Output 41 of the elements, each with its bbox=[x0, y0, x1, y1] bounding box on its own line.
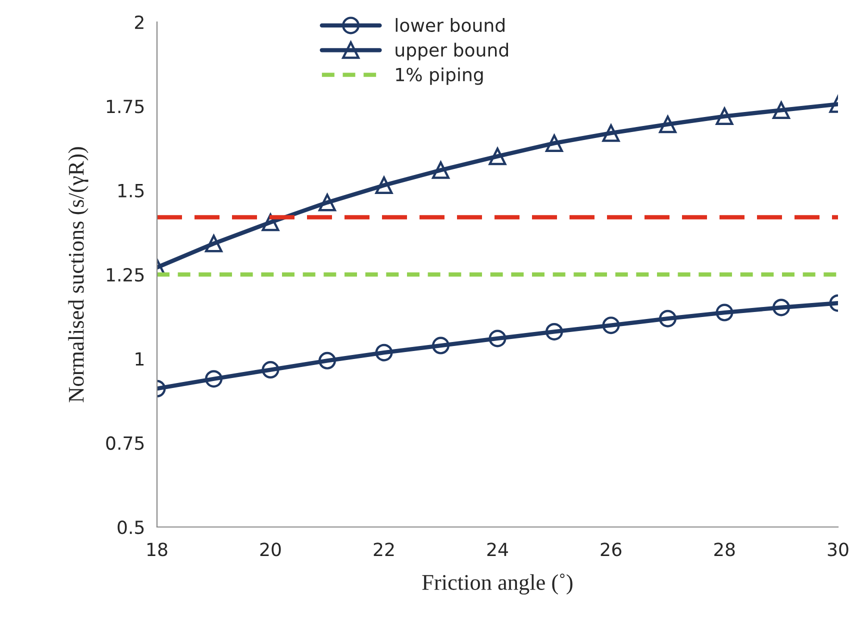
point bbox=[716, 304, 734, 322]
x-tick-label: 26 bbox=[600, 542, 622, 556]
point bbox=[659, 310, 676, 328]
point bbox=[488, 330, 506, 348]
point bbox=[546, 322, 563, 340]
y-tick-label: 0.75 bbox=[106, 436, 144, 450]
x-tick-label: 20 bbox=[260, 542, 281, 556]
legend-label: lower bound bbox=[396, 18, 504, 32]
point bbox=[772, 101, 790, 119]
y-tick-label: 2 bbox=[135, 15, 144, 29]
x-axis-title: Friction angle (˚) bbox=[422, 574, 572, 595]
point bbox=[546, 134, 563, 152]
point bbox=[205, 234, 222, 252]
point bbox=[205, 370, 222, 388]
y-tick-label: 1.25 bbox=[106, 268, 144, 282]
point bbox=[772, 298, 790, 316]
point bbox=[602, 316, 620, 334]
point bbox=[716, 108, 734, 126]
x-tick-label: 24 bbox=[487, 542, 508, 556]
point bbox=[659, 116, 676, 134]
point bbox=[318, 194, 336, 212]
y-tick-label: 1.75 bbox=[106, 100, 144, 114]
x-tick-label: 22 bbox=[374, 542, 394, 556]
point bbox=[602, 124, 620, 142]
point bbox=[262, 361, 280, 379]
legend-label: upper bound bbox=[396, 42, 508, 60]
legend-label: 1% piping bbox=[396, 67, 483, 85]
y-axis-title: Normalised suctions (s/(γR)) bbox=[68, 147, 88, 402]
point bbox=[262, 214, 280, 232]
y-tick-label: 1 bbox=[136, 352, 144, 366]
point bbox=[432, 161, 450, 179]
point bbox=[375, 344, 393, 362]
point bbox=[318, 352, 336, 370]
point bbox=[375, 176, 393, 194]
y-tick-label: 0.5 bbox=[118, 520, 144, 534]
point bbox=[432, 336, 450, 354]
y-tick-label: 1.5 bbox=[118, 184, 144, 198]
x-tick-label: 28 bbox=[714, 542, 735, 556]
x-tick-label: 30 bbox=[828, 542, 848, 556]
point bbox=[488, 148, 506, 166]
x-tick-label: 18 bbox=[147, 542, 168, 556]
